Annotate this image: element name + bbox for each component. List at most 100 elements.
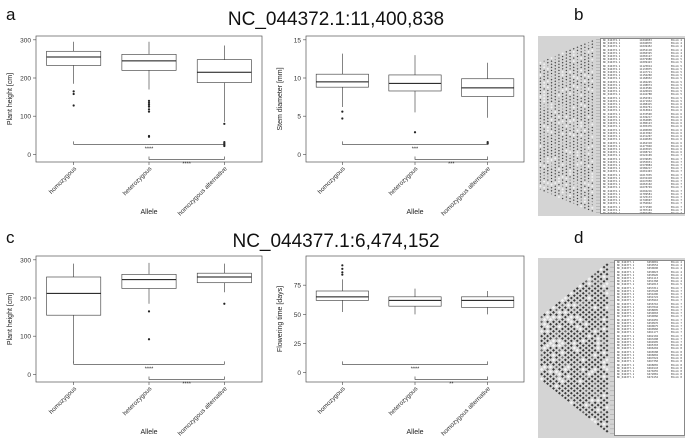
ld-cell [553,86,557,89]
ld-cell [539,110,542,114]
table-cell: 11065127 [639,55,652,59]
ld-cell [542,78,546,81]
table-cell: Block 7 [671,160,682,164]
ld-cell [599,386,603,391]
table-cell: Block 5 [671,96,682,100]
snp-table-b: NC_044372.1 11046853 Block 4 NC_044372.1 110… [600,38,685,214]
ld-cell [581,391,586,396]
snp-row: NC_04437?.1 6451368 Block 4 [615,280,684,283]
ld-cell [550,81,553,85]
snp-row: NC_044372.1 11333590 Block 6 [601,113,684,116]
ld-cell [553,194,557,197]
ld-cell [578,403,583,407]
ld-cell [557,81,561,85]
ld-cell [569,386,574,391]
ld-cell [553,138,557,142]
ld-cell [553,181,557,185]
ld-cell [548,308,553,312]
ld-cell [587,174,590,177]
snp-row: NC_044372.1 11395476 Block 6 [601,125,684,128]
ld-cell [545,381,550,386]
ld-cell [548,327,553,331]
ld-cell [602,279,606,284]
ld-cell [553,107,557,111]
ld-cell [583,46,587,49]
ld-cell [591,76,594,80]
y-tick-label: 10 [294,76,302,83]
ld-cell [602,293,606,298]
ld-cell [561,113,564,117]
snp-row: NC_044372.1 11156260 Block 5 [601,74,684,77]
table-cell: Block 7 [671,325,682,329]
table-cell: Block 8 [671,366,682,370]
ld-cell [593,367,597,372]
ld-cell [591,203,594,206]
ld-cell [583,49,587,52]
ld-cell [572,103,576,106]
ld-cell [568,95,572,98]
snp-row: NC_044372.1 11060325 Block 4 [601,52,684,55]
ld-cell [605,424,609,429]
table-cell: Block 6 [671,115,682,119]
outlier-point [72,104,75,107]
ld-cell [605,324,609,329]
ld-cell [591,181,594,185]
ld-cell [550,180,553,183]
table-cell: 11802466 [639,211,652,214]
ld-cell [579,53,583,57]
table-cell: Block 6 [671,128,682,132]
snp-row: NC_044372.1 11133875 Block 5 [601,68,684,71]
ld-cell [578,308,583,312]
table-cell: NC_04437?.1 [617,334,635,338]
ld-cell [539,117,542,120]
ld-cell [593,386,597,391]
ld-cell [568,61,572,64]
ld-cell [560,379,565,384]
ld-cell [581,358,586,362]
ld-cell [581,315,586,319]
ld-cell [587,66,590,69]
ld-cell [581,353,586,357]
table-cell: Block 4 [671,267,682,271]
table-cell: NC_044372.1 [603,48,621,52]
ld-cell [583,160,587,163]
snp-row: NC_04437?.1 6457844 Block 7 [615,306,684,309]
ld-cell [553,141,557,145]
ld-cell [542,103,546,106]
table-cell: 6467024 [647,357,659,361]
ld-cell [599,348,603,353]
table-cell: Block 8 [671,350,682,354]
ld-cell [599,372,603,376]
ld-cell [587,84,590,88]
table-cell: NC_044372.1 [603,173,621,177]
ld-cell [566,322,571,327]
ld-cell [587,396,592,400]
ld-cell [572,149,576,152]
ld-cell [583,58,587,61]
ld-cell [590,336,594,341]
ld-cell [596,350,600,355]
ld-cell [590,317,594,322]
table-cell: Block 7 [671,309,682,313]
ld-cell [568,166,572,169]
ld-cell [575,353,580,357]
significance-label: **** [411,366,420,372]
ld-cell [553,117,557,120]
table-cell: NC_044372.1 [603,80,621,84]
ld-cell [572,341,577,346]
table-cell: NC_044372.1 [603,55,621,59]
ld-cell [568,104,572,108]
ld-cell [545,315,550,319]
ld-cell [576,132,579,135]
ld-cell [546,172,550,176]
ld-cell [575,348,580,353]
ld-cell [542,66,546,69]
ld-cell [587,400,592,405]
snp-row: NC_044372.1 11318044 Block 6 [601,109,684,112]
ld-cell [576,126,579,129]
ld-cell [590,322,594,327]
table-cell: NC_044372.1 [603,202,621,206]
ld-cell [554,388,559,393]
ld-cell [546,67,550,71]
table-cell: Block 7 [671,305,682,309]
